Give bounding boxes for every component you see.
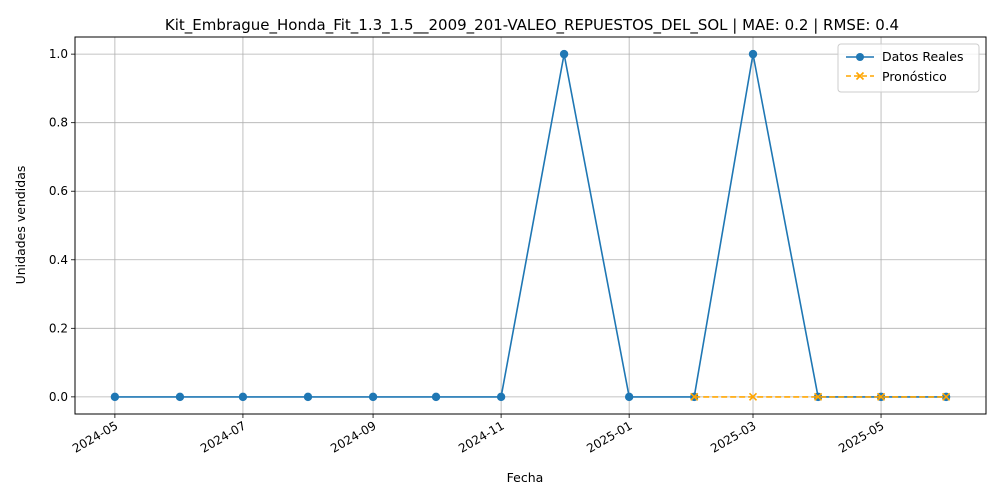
data-point-datos-reales (431, 392, 441, 402)
legend-box (837, 43, 980, 93)
data-point-pronostico (690, 392, 699, 401)
data-point-datos-reales (368, 392, 378, 402)
y-tick-label: 0.0 (49, 390, 68, 404)
data-point-datos-reales (303, 392, 313, 402)
x-axis-label: Fecha (507, 470, 544, 485)
series-layer (110, 49, 951, 402)
series-line-datos-reales (114, 53, 947, 398)
data-point-datos-reales (559, 49, 569, 59)
y-tick-label: 1.0 (49, 47, 68, 61)
legend-marker-pronostico (855, 71, 865, 81)
y-tick-label: 0.4 (49, 253, 68, 267)
data-point-pronostico (876, 392, 886, 401)
data-point-pronostico (748, 392, 758, 401)
legend: Datos Reales Pronóstico (837, 43, 980, 93)
y-tick-label: 0.6 (49, 184, 68, 198)
grid (75, 37, 986, 414)
data-point-datos-reales (175, 392, 185, 402)
legend-label-pronostico: Pronóstico (882, 69, 947, 84)
data-point-datos-reales (624, 392, 634, 402)
data-point-datos-reales (748, 49, 758, 59)
y-axis-label: Unidades vendidas (13, 166, 28, 285)
legend-label-datos-reales: Datos Reales (882, 49, 963, 64)
data-point-pronostico (942, 392, 951, 401)
data-point-datos-reales (110, 392, 120, 402)
y-tick-label: 0.2 (49, 321, 68, 335)
data-point-datos-reales (496, 392, 506, 402)
y-tick-label: 0.8 (49, 116, 68, 130)
data-point-pronostico (814, 392, 823, 401)
data-point-datos-reales (238, 392, 248, 402)
legend-marker-datos-reales (856, 53, 864, 61)
chart-title: Kit_Embrague_Honda_Fit_1.3_1.5__2009_201… (165, 16, 899, 35)
plot-frame (74, 36, 987, 415)
